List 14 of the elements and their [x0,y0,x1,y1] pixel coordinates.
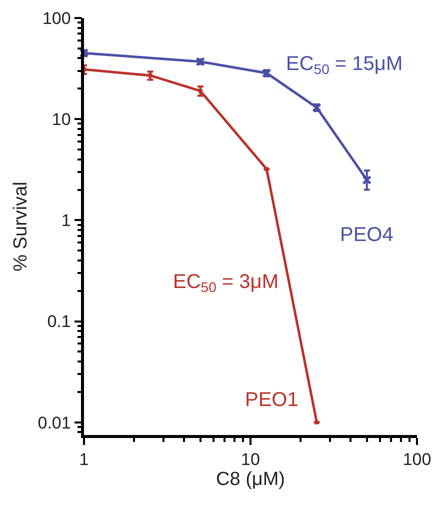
y-tick-label: 10 [52,110,71,130]
x-tick-label: 100 [402,450,432,470]
y-tick-label: 100 [42,8,71,28]
series-label: PEO1 [245,389,298,411]
text: PEO4 [340,224,394,246]
y-tick-label: 0.01 [38,413,71,432]
x-tick-label: 1 [79,450,89,470]
x-tick-label: 10 [241,450,260,470]
y-tick-label: 0.1 [47,312,71,332]
y-tick-label: 1 [61,211,71,230]
annotation: EC$_{50}$ = 15μM [286,53,403,78]
x-axis-title: C8 (μM) [216,469,285,490]
annotation: EC$_{50}$ = 3μM [173,271,278,296]
y-axis-title: % Survival [10,182,32,272]
